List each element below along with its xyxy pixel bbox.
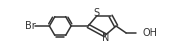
Text: S: S [94,8,100,18]
Text: Br: Br [25,21,36,31]
Text: N: N [101,33,109,43]
Text: OH: OH [142,28,157,38]
